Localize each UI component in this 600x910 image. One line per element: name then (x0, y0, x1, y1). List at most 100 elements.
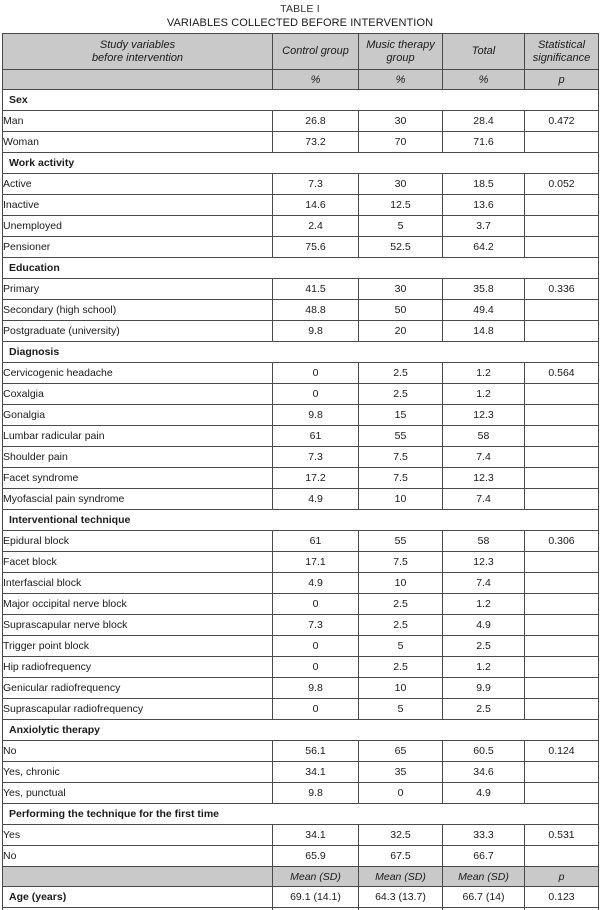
row-control-value: 0 (272, 698, 359, 720)
header-study-variables: Study variables before intervention (2, 33, 273, 70)
row-control-value: 0 (272, 593, 359, 615)
row-significance-value (524, 845, 599, 867)
row-label: Unemployed (2, 215, 273, 237)
row-significance-value (524, 614, 599, 636)
table-row: Genicular radiofrequency 9.8 10 9.9 (2, 677, 599, 699)
row-label: No (2, 740, 273, 762)
header-statistical-significance: Statistical significance (524, 33, 599, 70)
row-significance-value (524, 635, 599, 657)
table-row: Postgraduate (university) 9.8 20 14.8 (2, 320, 599, 342)
row-control-value: 61 (272, 530, 359, 552)
table-row: Man 26.8 30 28.4 0.472 (2, 110, 599, 132)
row-significance-value: 0.124 (524, 740, 599, 762)
row-music-value: 15 (358, 404, 443, 426)
table-row: Trigger point block 0 5 2.5 (2, 635, 599, 657)
row-control-value: 0 (272, 383, 359, 405)
row-label: Facet block (2, 551, 273, 573)
table-row: Cervicogenic headache 0 2.5 1.2 0.564 (2, 362, 599, 384)
table-row: Pensioner 75.6 52.5 64.2 (2, 236, 599, 258)
table-row: Yes 34.1 32.5 33.3 0.531 (2, 824, 599, 846)
table-row: Myofascial pain syndrome 4.9 10 7.4 (2, 488, 599, 510)
row-music-value: 35 (358, 761, 443, 783)
section-title: Sex (2, 89, 599, 111)
row-significance-value (524, 677, 599, 699)
row-label: Myofascial pain syndrome (2, 488, 273, 510)
table-row: No 65.9 67.5 66.7 (2, 845, 599, 867)
mean-header-control: Mean (SD) (272, 866, 359, 887)
row-music-value: 70 (358, 131, 443, 153)
row-significance-value: 0.564 (524, 362, 599, 384)
row-music-value: 5 (358, 635, 443, 657)
measurement-row: VAS (pain) preintervention5.83 (2.6)5.8 … (2, 907, 599, 910)
row-music-value: 65 (358, 740, 443, 762)
row-significance-value (524, 236, 599, 258)
row-music-value: 10 (358, 572, 443, 594)
row-total-value: 14.8 (442, 320, 525, 342)
row-total-value: 18.5 (442, 173, 525, 195)
row-total-value: 9.9 (442, 677, 525, 699)
row-total-value: 1.2 (442, 362, 525, 384)
table-caption: TABLE I VARIABLES COLLECTED BEFORE INTER… (0, 0, 600, 29)
row-significance-value (524, 761, 599, 783)
row-label: Woman (2, 131, 273, 153)
section-header-row: Education (2, 257, 599, 279)
section-header-row: Anxiolytic therapy (2, 719, 599, 741)
section-title: Diagnosis (2, 341, 599, 363)
row-label: Active (2, 173, 273, 195)
row-total-value: 4.9 (442, 782, 525, 804)
table-row: Shoulder pain 7.3 7.5 7.4 (2, 446, 599, 468)
row-significance-value (524, 467, 599, 489)
row-control-value: 48.8 (272, 299, 359, 321)
table-unit-row: %%% p (2, 69, 599, 90)
row-music-value: 7.5 (358, 446, 443, 468)
section-header-row: Interventional technique (2, 509, 599, 531)
table-row: Inactive 14.6 12.5 13.6 (2, 194, 599, 216)
row-control-value: 73.2 (272, 131, 359, 153)
section-header-row: Work activity (2, 152, 599, 174)
row-significance-value (524, 425, 599, 447)
row-total-value: 66.7 (442, 845, 525, 867)
row-music-value: 20 (358, 320, 443, 342)
measurement-total-value: 66.7 (14) (442, 886, 525, 908)
unit-label-blank (2, 69, 273, 90)
row-music-value: 67.5 (358, 845, 443, 867)
row-music-value: 55 (358, 530, 443, 552)
row-total-value: 7.4 (442, 488, 525, 510)
table-body: Study variables before intervention Contro… (2, 33, 599, 910)
row-music-value: 30 (358, 278, 443, 300)
row-label: No (2, 845, 273, 867)
row-total-value: 64.2 (442, 236, 525, 258)
variables-table: Study variables before intervention Contro… (2, 33, 599, 910)
row-music-value: 5 (358, 698, 443, 720)
row-control-value: 41.5 (272, 278, 359, 300)
row-label: Major occipital nerve block (2, 593, 273, 615)
row-total-value: 49.4 (442, 299, 525, 321)
unit-music: % (358, 69, 443, 90)
row-control-value: 0 (272, 635, 359, 657)
unit-significance: p (524, 69, 599, 90)
table-row: No 56.1 65 60.5 0.124 (2, 740, 599, 762)
table-row: Hip radiofrequency 0 2.5 1.2 (2, 656, 599, 678)
row-total-value: 4.9 (442, 614, 525, 636)
row-control-value: 9.8 (272, 782, 359, 804)
row-label: Postgraduate (university) (2, 320, 273, 342)
row-music-value: 10 (358, 488, 443, 510)
row-significance-value: 0.306 (524, 530, 599, 552)
row-control-value: 17.2 (272, 467, 359, 489)
row-label: Gonalgia (2, 404, 273, 426)
table-row: Interfascial block 4.9 10 7.4 (2, 572, 599, 594)
section-title: Work activity (2, 152, 599, 174)
section-title: Performing the technique for the first t… (2, 803, 599, 825)
mean-header-music: Mean (SD) (358, 866, 443, 887)
row-control-value: 26.8 (272, 110, 359, 132)
row-total-value: 58 (442, 530, 525, 552)
row-control-value: 4.9 (272, 572, 359, 594)
row-label: Interfascial block (2, 572, 273, 594)
row-music-value: 52.5 (358, 236, 443, 258)
row-total-value: 35.8 (442, 278, 525, 300)
row-label: Man (2, 110, 273, 132)
row-significance-value (524, 488, 599, 510)
row-music-value: 2.5 (358, 383, 443, 405)
row-label: Suprascapular radiofrequency (2, 698, 273, 720)
table-row: Secondary (high school) 48.8 50 49.4 (2, 299, 599, 321)
